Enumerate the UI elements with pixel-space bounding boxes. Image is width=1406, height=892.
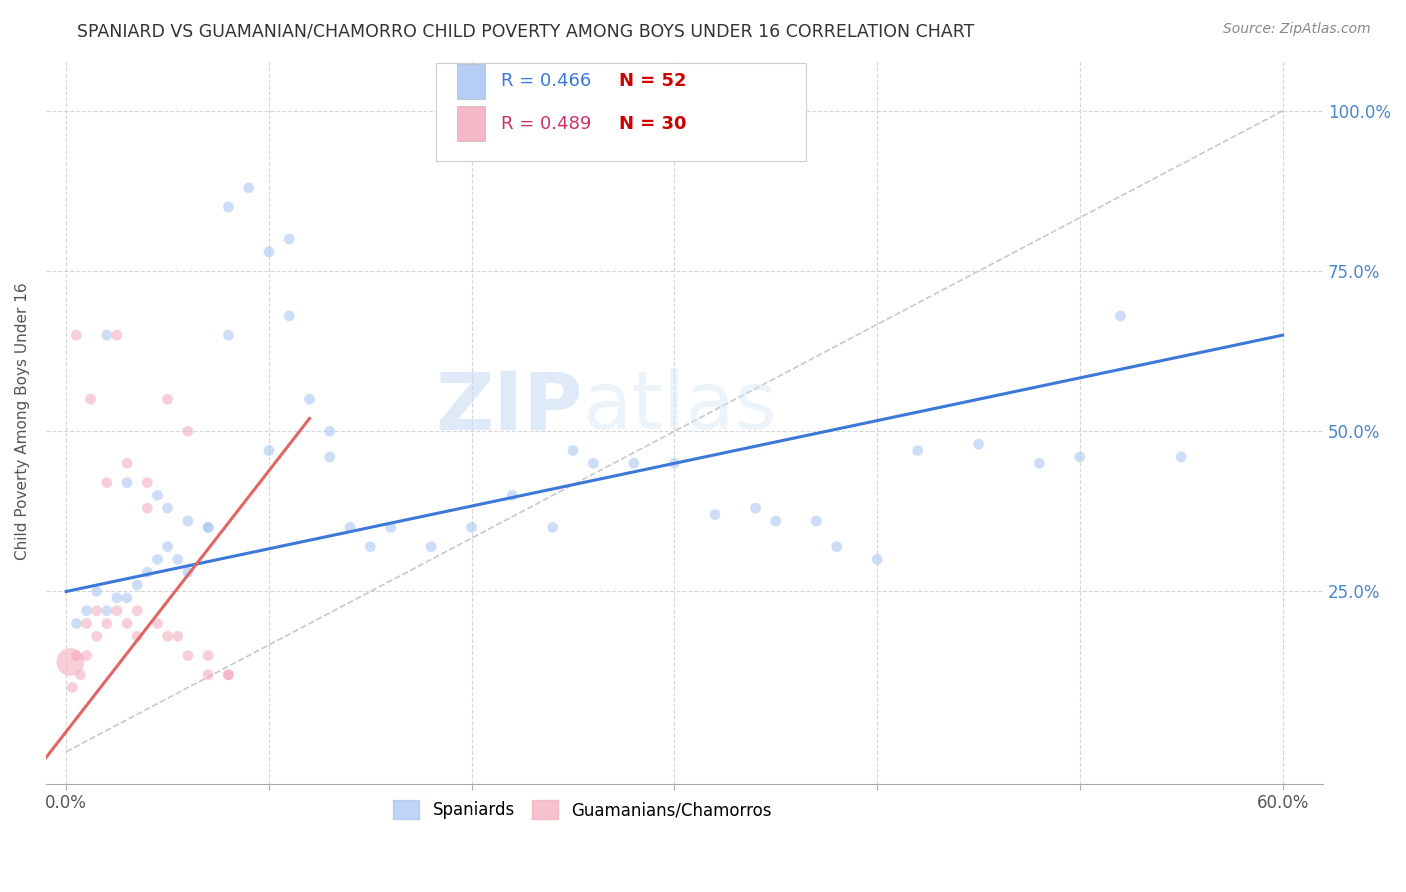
Point [278, 309, 301, 323]
Point [127, 578, 149, 592]
Point [86, 629, 108, 643]
Point [76, 648, 98, 663]
Point [115, 475, 138, 490]
Point [65, 328, 87, 343]
Point [217, 667, 239, 681]
Point [197, 520, 219, 534]
Point [380, 520, 402, 534]
Point [146, 616, 169, 631]
Text: N = 30: N = 30 [620, 115, 688, 133]
Text: ZIP: ZIP [434, 368, 582, 446]
Point [156, 629, 179, 643]
Point [136, 566, 159, 580]
Point [1069, 450, 1091, 464]
Point [460, 520, 482, 534]
Text: Source: ZipAtlas.com: Source: ZipAtlas.com [1223, 22, 1371, 37]
Point [806, 514, 828, 528]
Point [562, 443, 585, 458]
Point [156, 540, 179, 554]
Point [765, 514, 787, 528]
Point [704, 508, 727, 522]
Point [197, 667, 219, 681]
FancyBboxPatch shape [436, 63, 806, 161]
Point [115, 591, 138, 605]
Point [541, 520, 564, 534]
Point [744, 501, 766, 516]
Point [257, 244, 280, 259]
Point [359, 540, 381, 554]
Point [156, 392, 179, 407]
Point [217, 200, 239, 214]
FancyBboxPatch shape [457, 63, 485, 98]
Point [197, 648, 219, 663]
Point [59, 655, 82, 669]
Point [65, 616, 87, 631]
Point [967, 437, 990, 451]
Point [866, 552, 889, 566]
Point [319, 450, 342, 464]
Point [79, 392, 101, 407]
Point [105, 591, 128, 605]
Point [582, 456, 605, 470]
Point [127, 604, 149, 618]
Point [60, 681, 83, 695]
Point [76, 616, 98, 631]
Point [825, 540, 848, 554]
Text: atlas: atlas [582, 368, 776, 446]
Point [156, 501, 179, 516]
Point [1028, 456, 1050, 470]
Point [166, 629, 188, 643]
Point [1170, 450, 1192, 464]
Point [217, 328, 239, 343]
Point [166, 552, 188, 566]
Point [115, 616, 138, 631]
Point [96, 604, 118, 618]
Point [146, 552, 169, 566]
Point [217, 667, 239, 681]
Point [177, 648, 200, 663]
Text: R = 0.466: R = 0.466 [501, 72, 591, 90]
Text: R = 0.489: R = 0.489 [501, 115, 591, 133]
Point [257, 443, 280, 458]
Point [136, 501, 159, 516]
Text: SPANIARD VS GUAMANIAN/CHAMORRO CHILD POVERTY AMONG BOYS UNDER 16 CORRELATION CHA: SPANIARD VS GUAMANIAN/CHAMORRO CHILD POV… [77, 22, 974, 40]
Point [197, 520, 219, 534]
Point [105, 604, 128, 618]
Point [146, 488, 169, 502]
Y-axis label: Child Poverty Among Boys Under 16: Child Poverty Among Boys Under 16 [15, 283, 30, 560]
Point [664, 456, 686, 470]
Point [298, 392, 321, 407]
Point [420, 540, 443, 554]
FancyBboxPatch shape [457, 106, 485, 141]
Legend: Spaniards, Guamanians/Chamorros: Spaniards, Guamanians/Chamorros [387, 794, 779, 826]
Point [86, 604, 108, 618]
Point [96, 328, 118, 343]
Point [86, 584, 108, 599]
Point [623, 456, 645, 470]
Point [278, 232, 301, 246]
Point [96, 475, 118, 490]
Point [115, 456, 138, 470]
Point [501, 488, 523, 502]
Point [105, 328, 128, 343]
Point [69, 667, 91, 681]
Point [1109, 309, 1132, 323]
Point [319, 424, 342, 438]
Text: N = 52: N = 52 [620, 72, 688, 90]
Point [96, 616, 118, 631]
Point [127, 629, 149, 643]
Point [177, 514, 200, 528]
Point [177, 566, 200, 580]
Point [136, 475, 159, 490]
Point [76, 604, 98, 618]
Point [907, 443, 929, 458]
Point [65, 648, 87, 663]
Point [339, 520, 361, 534]
Point [177, 424, 200, 438]
Point [238, 180, 260, 194]
